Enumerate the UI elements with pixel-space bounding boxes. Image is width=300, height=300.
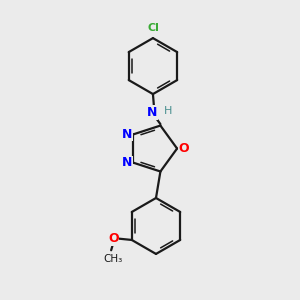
Text: O: O [178, 142, 189, 155]
Text: N: N [122, 156, 132, 169]
Text: CH₃: CH₃ [103, 254, 122, 264]
Text: N: N [147, 106, 157, 119]
Text: Cl: Cl [147, 23, 159, 33]
Text: H: H [164, 106, 173, 116]
Text: N: N [122, 128, 132, 141]
Text: O: O [108, 232, 119, 245]
